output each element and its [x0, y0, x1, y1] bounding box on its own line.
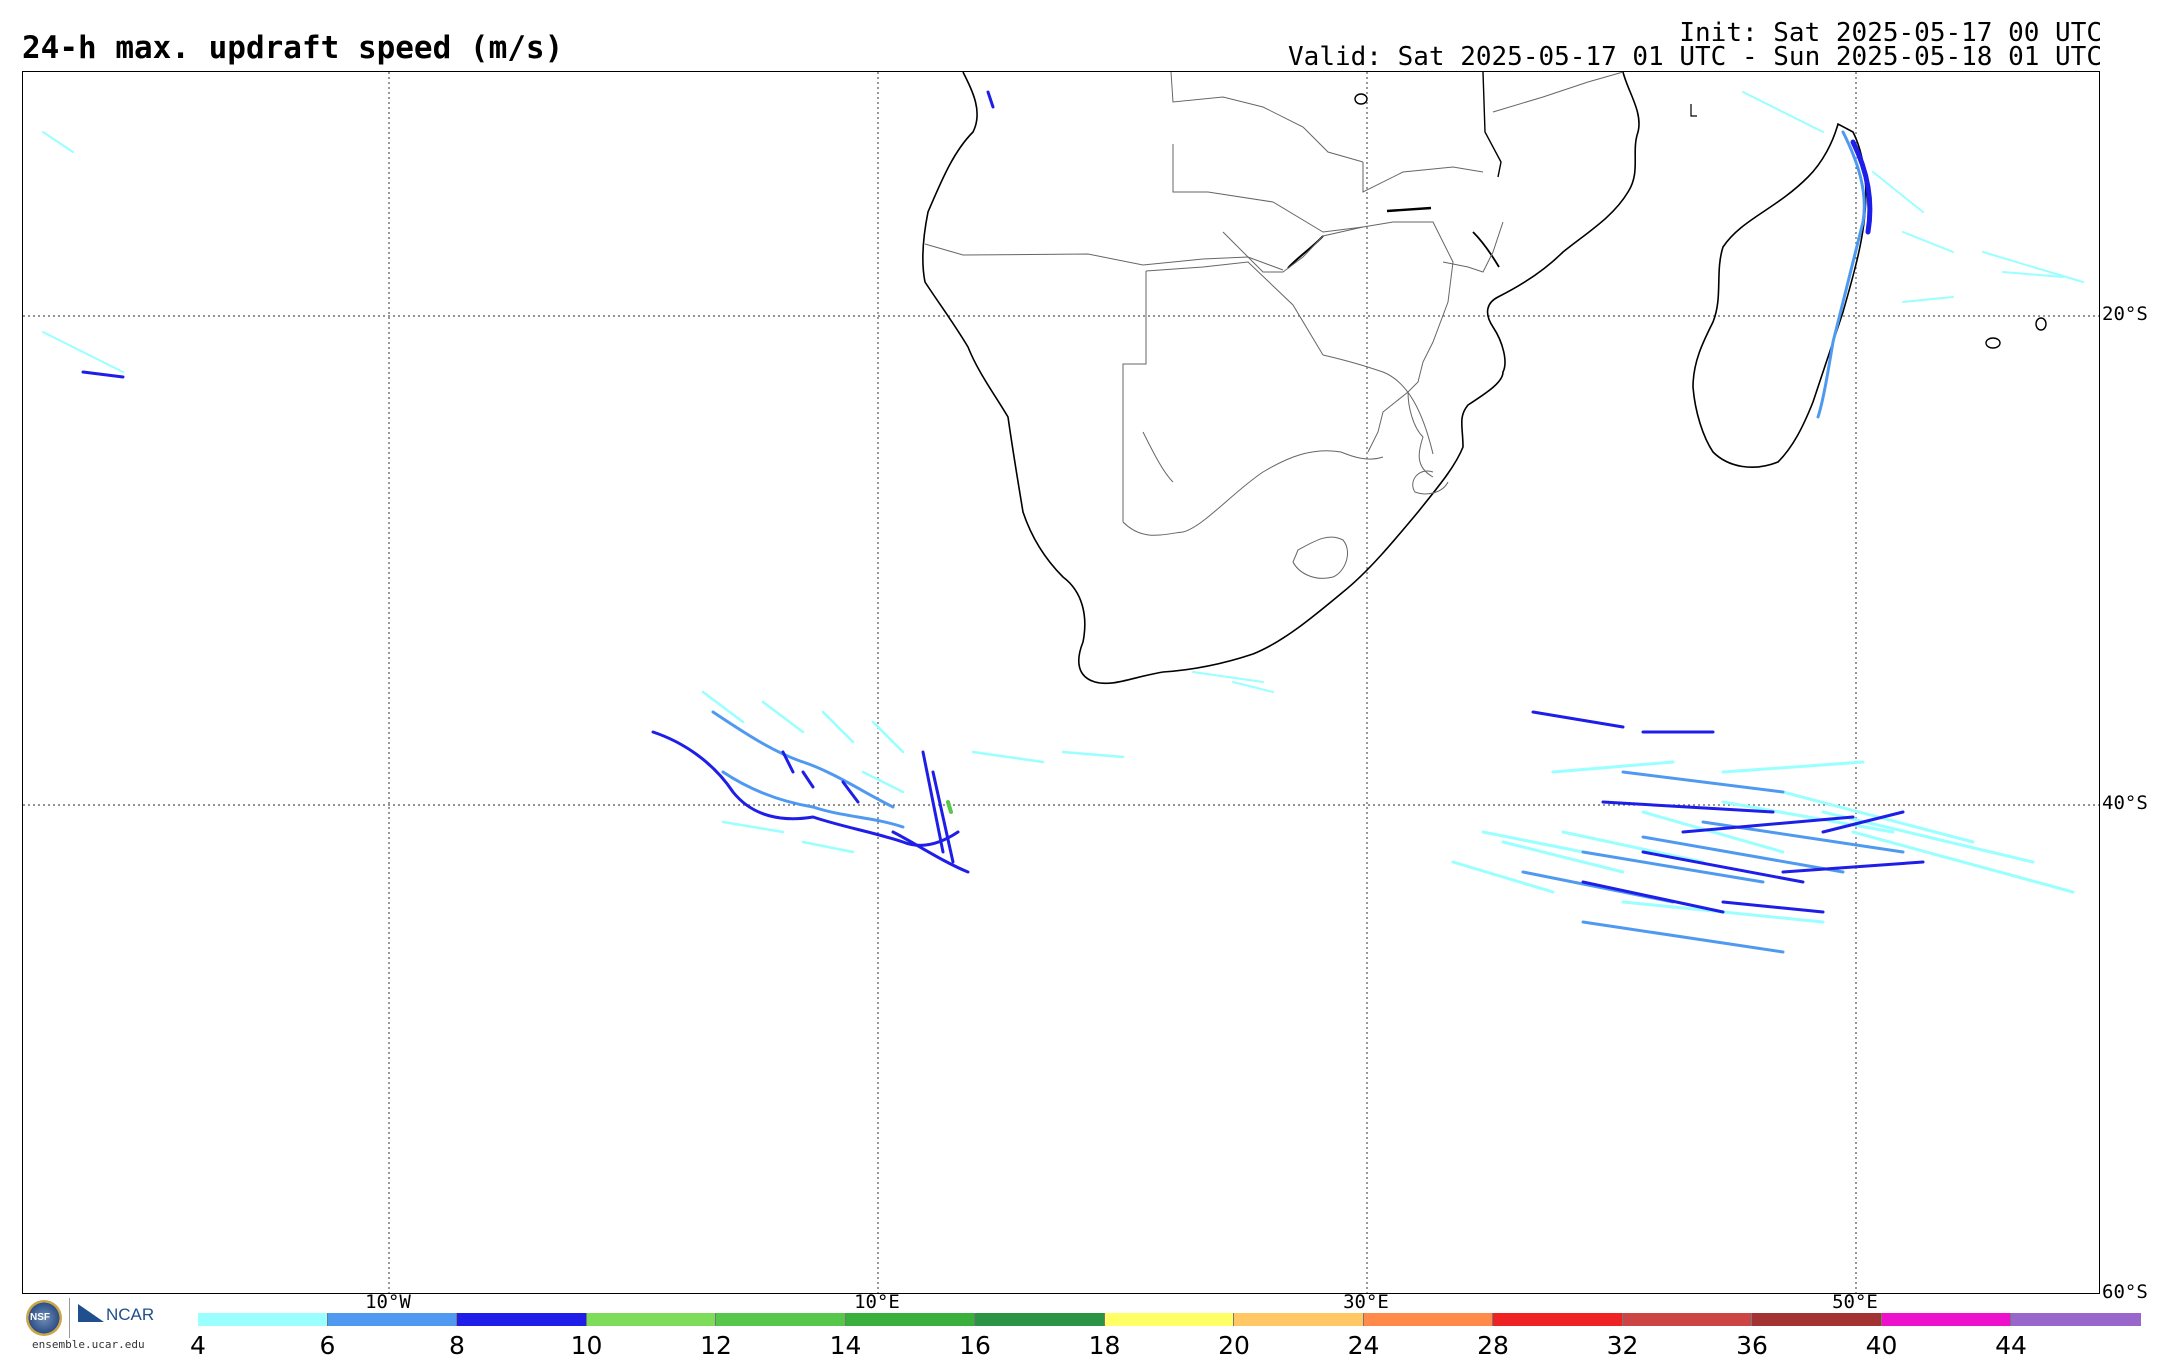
- madagascar-coastline: [1692, 122, 1867, 468]
- colorbar-tick-label: 36: [1736, 1331, 1768, 1360]
- lon-label-10e: 10°E: [854, 1291, 900, 1313]
- colorbar-tick-label: 6: [319, 1331, 336, 1360]
- updraft-cluster-south-indian-ocean: [1451, 710, 2075, 954]
- island: [2035, 317, 2047, 331]
- colorbar-tick-label: 16: [959, 1331, 991, 1360]
- lake: [1354, 93, 1368, 105]
- colorbar-segment: [1493, 1313, 1623, 1326]
- colorbar-segment: [845, 1313, 975, 1326]
- colorbar-tick-label: 20: [1218, 1331, 1250, 1360]
- colorbar-tick-label: 14: [829, 1331, 862, 1360]
- logo-divider: [69, 1298, 70, 1338]
- lake-bangweulu: [1386, 206, 1432, 213]
- lon-label-50e: 50°E: [1832, 1291, 1878, 1313]
- colorbar-segment: [1234, 1313, 1364, 1326]
- colorbar-segment: [2011, 1313, 2141, 1326]
- lat-label-40s: 40°S: [2102, 792, 2148, 814]
- colorbar-segment: [1363, 1313, 1493, 1326]
- island: [1690, 104, 1697, 117]
- updraft-scattered-blue: [81, 90, 995, 379]
- africa-coastline: [922, 72, 1640, 685]
- colorbar-tick-label: 32: [1606, 1331, 1639, 1360]
- colorbar-segment: [1752, 1313, 1882, 1326]
- colorbar-segment: [198, 1313, 328, 1326]
- colorbar-tick-label: 4: [190, 1331, 206, 1360]
- graticule: [23, 72, 2099, 1293]
- colorbar-segment: [1104, 1313, 1234, 1326]
- ncar-logo-text: NCAR: [106, 1305, 155, 1324]
- colorbar-tick-label: 18: [1088, 1331, 1121, 1360]
- colorbar-segment: [716, 1313, 846, 1326]
- colorbar-tick-label: 10: [570, 1331, 603, 1360]
- colorbar-segment: [457, 1313, 587, 1326]
- lake-malawi-south: [1472, 231, 1500, 268]
- colorbar: [198, 1313, 2141, 1326]
- lat-label-60s: 60°S: [2102, 1281, 2148, 1303]
- colorbar-tick-label: 28: [1477, 1331, 1509, 1360]
- colorbar-segment: [327, 1313, 457, 1326]
- updraft-cluster-south-atlantic: [651, 690, 1125, 874]
- logo-area: NSF NCAR ensemble.ucar.edu: [22, 1296, 182, 1354]
- map-panel: [22, 71, 2100, 1294]
- map-title: 24-h max. updraft speed (m/s): [22, 30, 564, 66]
- colorbar-segment: [1622, 1313, 1752, 1326]
- colorbar-tick-label: 24: [1347, 1331, 1380, 1360]
- colorbar-tick-label: 12: [700, 1331, 732, 1360]
- ncar-logo-icon: [78, 1304, 104, 1322]
- map-canvas: [23, 72, 2099, 1293]
- lake-malawi: [1482, 72, 1502, 178]
- colorbar-segment: [586, 1313, 716, 1326]
- site-url: ensemble.ucar.edu: [32, 1338, 145, 1351]
- nsf-logo-text: NSF: [30, 1312, 50, 1323]
- lon-label-30e: 30°E: [1343, 1291, 1389, 1313]
- nsf-logo-icon: [26, 1300, 62, 1336]
- colorbar-tick-label: 44: [1995, 1331, 2027, 1360]
- island: [1985, 337, 2001, 349]
- colorbar-tick-label: 40: [1865, 1331, 1898, 1360]
- updraft-madagascar: [1742, 91, 2084, 419]
- country-borders: [924, 72, 1624, 579]
- valid-time-range: Valid: Sat 2025-05-17 01 UTC - Sun 2025-…: [1288, 42, 2102, 72]
- colorbar-segment: [1881, 1313, 2011, 1326]
- colorbar-tick-label: 8: [449, 1331, 465, 1360]
- init-time: Init: Sat 2025-05-17 00 UTC: [1679, 18, 2102, 48]
- updraft-scattered: [42, 131, 1274, 693]
- lat-label-20s: 20°S: [2102, 303, 2148, 325]
- lon-label-10w: 10°W: [365, 1291, 411, 1313]
- colorbar-segment: [975, 1313, 1105, 1326]
